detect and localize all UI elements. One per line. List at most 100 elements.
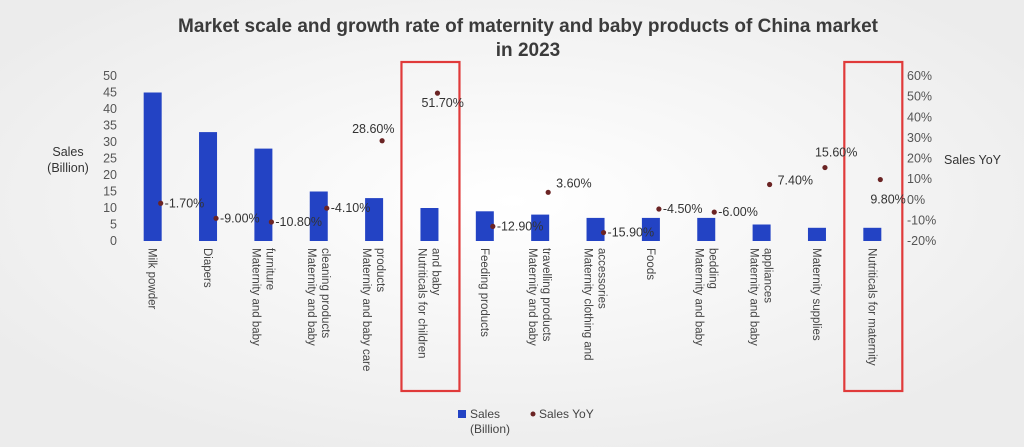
- y-left-tick-label: 20: [103, 168, 117, 182]
- legend-label-sales-line-1: Sales: [470, 407, 500, 421]
- category-label-line: Nutriticals for maternity: [865, 248, 877, 366]
- yoy-point: [434, 90, 441, 96]
- y-right-axis: -20% -10% 0% 10% 20% 30% 40% 50% 60%: [907, 69, 936, 248]
- y-right-tick-label: 0%: [907, 193, 925, 207]
- y-left-tick-label: 50: [103, 69, 117, 83]
- y-right-tick-label: 20%: [907, 152, 932, 166]
- yoy-data-label: 51.70%: [421, 96, 463, 110]
- category-label: Feeding products: [478, 248, 490, 337]
- y-right-tick-label: 40%: [907, 110, 932, 124]
- y-left-tick-label: 15: [103, 185, 117, 199]
- yoy-point: [545, 189, 551, 195]
- highlight-box: [843, 60, 904, 393]
- category-label-line: Maternity clothing and: [582, 248, 594, 361]
- category-label: Diapers: [201, 248, 213, 288]
- category-label: Milk powder: [146, 248, 158, 310]
- yoy-point: [877, 176, 883, 183]
- y-left-axis-title-line-2: (Billion): [47, 161, 89, 175]
- yoy-point: [711, 209, 717, 215]
- category-label: Nutriticals for maternity: [865, 248, 877, 366]
- yoy-data-label: 3.60%: [556, 176, 591, 190]
- category-label-line: Maternity and baby: [748, 248, 760, 346]
- yoy-data-label: -9.00%: [220, 211, 260, 225]
- yoy-data-label: 28.60%: [352, 122, 394, 136]
- yoy-point: [600, 229, 607, 236]
- y-right-axis-title: Sales YoY: [944, 153, 1002, 167]
- category-label: Maternity and baby care products: [360, 248, 386, 371]
- bar: [807, 227, 826, 241]
- yoy-data-label: 9.80%: [870, 193, 905, 207]
- yoy-point: [656, 206, 662, 212]
- legend-label-sales-line-2: (Billion): [470, 422, 510, 436]
- legend-swatch-yoy: [530, 411, 536, 417]
- y-left-tick-label: 30: [103, 135, 117, 149]
- yoy-point: [268, 219, 274, 225]
- y-left-tick-label: 25: [103, 152, 117, 166]
- legend-swatch-sales: [458, 410, 466, 418]
- category-label: Maternity clothing and accessories: [582, 248, 608, 361]
- sales-bars: [143, 92, 882, 241]
- bar: [254, 148, 273, 241]
- yoy-point: [324, 205, 330, 211]
- yoy-point: [767, 181, 773, 188]
- category-label-line: Feeding products: [478, 248, 490, 337]
- bar: [365, 198, 384, 241]
- yoy-data-label: 15.60%: [815, 146, 857, 160]
- bar: [863, 227, 882, 241]
- category-label: Maternity and baby travelling products: [526, 248, 552, 346]
- y-right-tick-label: -10%: [907, 213, 936, 227]
- yoy-point: [822, 164, 828, 171]
- bar: [641, 217, 660, 241]
- yoy-point: [490, 223, 496, 229]
- category-label-line: Maternity supplies: [810, 248, 822, 341]
- yoy-data-label: -4.10%: [331, 201, 371, 215]
- y-right-tick-label: 10%: [907, 172, 932, 186]
- y-left-tick-label: 10: [103, 201, 117, 215]
- y-left-tick-label: 5: [110, 218, 117, 232]
- highlight-box: [400, 60, 461, 393]
- yoy-point: [158, 200, 164, 206]
- y-left-tick-label: 40: [103, 102, 117, 116]
- y-right-tick-label: 30%: [907, 131, 932, 145]
- bar: [143, 92, 162, 241]
- category-label-line: Diapers: [201, 248, 213, 288]
- category-label-line: Maternity and baby: [305, 248, 317, 346]
- category-label-line: cleaning products: [319, 248, 331, 338]
- bar: [697, 217, 716, 241]
- category-label-line: Foods: [644, 248, 656, 280]
- yoy-data-label: -1.70%: [165, 196, 205, 210]
- y-right-tick-label: 50%: [907, 90, 932, 104]
- category-label-line: Maternity and baby: [692, 248, 704, 346]
- category-label-line: furniture: [263, 248, 275, 290]
- category-label-line: Maternity and baby: [249, 248, 261, 346]
- category-label-line: Maternity and baby care: [360, 248, 372, 371]
- legend-label-yoy: Sales YoY: [539, 407, 594, 421]
- category-label: Maternity and baby bedding: [692, 248, 718, 346]
- category-labels: Milk powder Diapers Maternity and baby furn…: [146, 248, 878, 371]
- bar: [475, 211, 494, 241]
- bar: [420, 208, 439, 241]
- category-label-line: appliances: [762, 248, 774, 303]
- category-label: Maternity supplies: [810, 248, 822, 341]
- yoy-data-label: -15.90%: [608, 226, 655, 240]
- category-label-line: Maternity and baby: [526, 248, 538, 346]
- yoy-point: [213, 215, 219, 221]
- category-label-line: accessories: [596, 248, 608, 309]
- yoy-data-label: -10.80%: [275, 215, 322, 229]
- category-label-line: Milk powder: [146, 248, 158, 310]
- bar: [531, 214, 550, 241]
- legend: Sales (Billion) Sales YoY: [458, 407, 594, 436]
- bar: [586, 217, 605, 241]
- highlight-boxes: [400, 60, 904, 393]
- bar: [309, 191, 328, 241]
- yoy-data-label: -12.90%: [497, 219, 544, 233]
- bar: [199, 132, 218, 241]
- category-label-line: travelling products: [540, 248, 552, 342]
- y-left-axis-title-line-1: Sales: [52, 145, 83, 159]
- category-label-line: products: [374, 248, 386, 292]
- y-left-tick-label: 45: [103, 86, 117, 100]
- category-label: Maternity and baby furniture: [249, 248, 275, 346]
- category-label: Foods: [644, 248, 656, 280]
